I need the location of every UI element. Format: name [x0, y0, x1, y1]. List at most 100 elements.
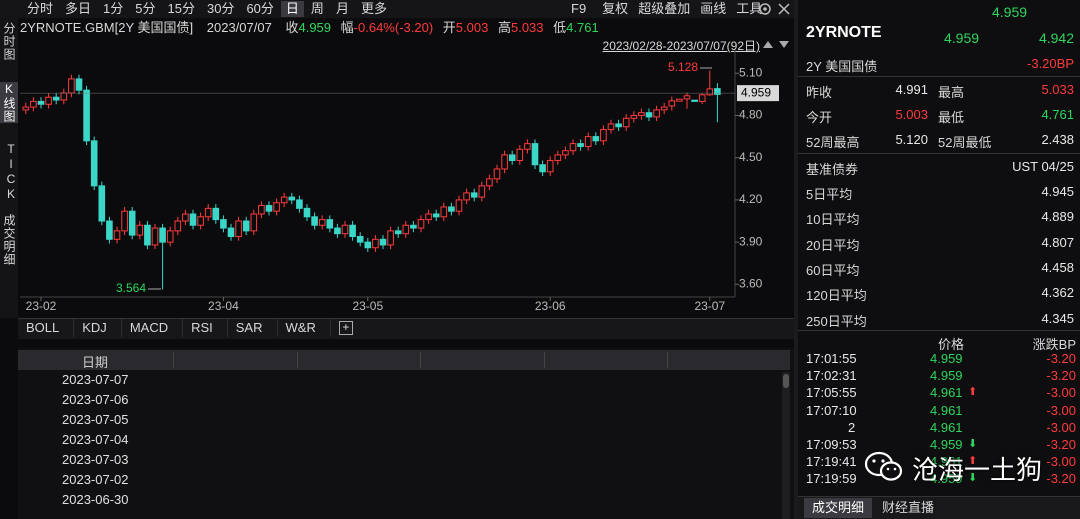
panel-tab[interactable]: 成交明细: [804, 498, 873, 518]
panel-tab[interactable]: 财经直播: [882, 500, 935, 515]
candle-body: [387, 230, 394, 246]
candle-body: [660, 106, 668, 111]
header-divider: [420, 352, 421, 368]
candle-body: [501, 154, 508, 170]
watermark-icon: [864, 451, 903, 481]
high-value: 5.033: [510, 20, 544, 35]
sep: [798, 153, 1080, 154]
candle-body: [334, 227, 341, 235]
candlestick-chart: 5.10 4.80 4.50 4.20 3.90 3.60 23-02 23-04 23-05 2…: [20, 50, 779, 313]
candle-body: [630, 115, 638, 119]
candle-body: [402, 224, 410, 235]
candle-body: [486, 178, 493, 187]
ticks-header: 价格: [938, 337, 965, 352]
tick-change: -3.00: [1046, 454, 1076, 470]
candle-body: [37, 100, 45, 105]
tick-time: 17:01:55: [806, 351, 857, 366]
period-button[interactable]: 日: [280, 1, 304, 17]
average-value: 4.945: [1041, 184, 1074, 199]
bid: 4.959: [944, 30, 980, 46]
period-button[interactable]: 月: [335, 1, 349, 16]
side-tab[interactable]: 分时图: [2, 22, 16, 61]
tick-time: 17:02:31: [806, 368, 857, 384]
side-tab[interactable]: TICK: [4, 142, 18, 202]
stat-label: 52周最低: [938, 135, 992, 150]
top-price: 4.959: [992, 4, 1028, 20]
indicator-tab[interactable]: SAR: [228, 319, 278, 337]
stat-label: 52周最高: [806, 135, 860, 150]
indicator-tab[interactable]: W&R: [278, 319, 331, 337]
tick-change: -3.20: [1046, 351, 1076, 366]
y-tick-label: 4.50: [739, 150, 763, 164]
indicator-tab[interactable]: RSI: [183, 319, 228, 337]
candle-body: [341, 224, 349, 235]
period-button[interactable]: 60分: [246, 1, 274, 16]
candle-body: [30, 100, 37, 108]
candle-body: [106, 220, 113, 240]
candle-body: [615, 123, 622, 128]
candle-body: [121, 210, 128, 232]
x-tick-label: 23-04: [208, 299, 239, 313]
average-label: 60日平均: [806, 262, 860, 278]
sep: [798, 76, 1080, 77]
period-button[interactable]: 多日: [65, 1, 92, 16]
indicator-tab[interactable]: KDJ: [74, 319, 122, 337]
benchmark-value: UST 04/25: [1012, 159, 1074, 174]
candle-body: [653, 109, 660, 118]
indicator-tab[interactable]: MACD: [122, 319, 184, 337]
candle-body: [174, 220, 182, 232]
period-button[interactable]: 15分: [167, 1, 195, 16]
stat-label: 昨收: [806, 85, 833, 100]
period-button[interactable]: 5分: [135, 1, 156, 16]
tool-button[interactable]: 画线: [700, 1, 727, 16]
candle-body: [159, 227, 166, 243]
change-value: -0.64%(-3.20): [353, 20, 434, 35]
row-date: 2023-07-06: [62, 392, 129, 407]
toolbar-icons[interactable]: [758, 2, 792, 16]
average-value: 4.362: [1041, 285, 1074, 301]
period-button[interactable]: 30分: [206, 1, 235, 16]
candle-body: [90, 140, 98, 187]
candle-body: [288, 196, 296, 201]
period-button[interactable]: 分时: [27, 1, 54, 16]
open-label: 开: [442, 20, 456, 35]
tool-button[interactable]: F9: [571, 1, 587, 16]
candle-body: [144, 224, 151, 246]
row-date: 2023-07-04: [62, 432, 129, 447]
stat-value: 4.991: [895, 82, 928, 97]
average-label: 250日平均: [806, 313, 867, 329]
candle-body: [273, 202, 280, 212]
side-tab[interactable]: K线图: [0, 82, 18, 123]
candle-body: [318, 219, 326, 226]
candle-body: [600, 129, 607, 142]
quote-date: 2023/07/07: [206, 20, 272, 35]
period-button[interactable]: 更多: [360, 1, 387, 16]
indicator-tab[interactable]: BOLL: [18, 319, 75, 337]
tool-button[interactable]: 工具: [736, 1, 763, 16]
candle-body: [463, 192, 470, 201]
candle-body: [265, 205, 273, 212]
period-button[interactable]: 周: [310, 1, 324, 16]
tool-button[interactable]: 复权: [602, 1, 629, 16]
candle-body: [242, 220, 250, 232]
tool-bar: F9 复权 超级叠加 画线 工具: [566, 1, 767, 17]
candle-body: [577, 143, 584, 147]
candle-body: [584, 136, 592, 147]
stat-value: 5.120: [895, 132, 928, 147]
quote-line: 2YRNOTE.GBM[2Y 美国国债] 2023/07/07 收4.959 幅…: [20, 17, 599, 36]
tool-button[interactable]: 超级叠加: [638, 1, 691, 16]
tick-price: 4.961: [930, 454, 963, 470]
add-indicator[interactable]: +: [338, 321, 353, 335]
low-value: 4.761: [566, 20, 599, 35]
header-divider: [667, 352, 668, 368]
last-price-box: [737, 85, 779, 102]
table-header-bg: [18, 350, 790, 370]
side-tab[interactable]: 成交明细: [2, 214, 16, 266]
x-tick-label: 23-07: [694, 299, 725, 313]
candle-body: [128, 210, 136, 236]
tick-price: 4.961: [930, 385, 963, 401]
range-icons[interactable]: [762, 38, 792, 50]
period-button[interactable]: 1分: [103, 1, 124, 16]
candle-body: [356, 236, 364, 243]
date-range[interactable]: 2023/02/28-2023/07/07(92日): [602, 39, 760, 53]
